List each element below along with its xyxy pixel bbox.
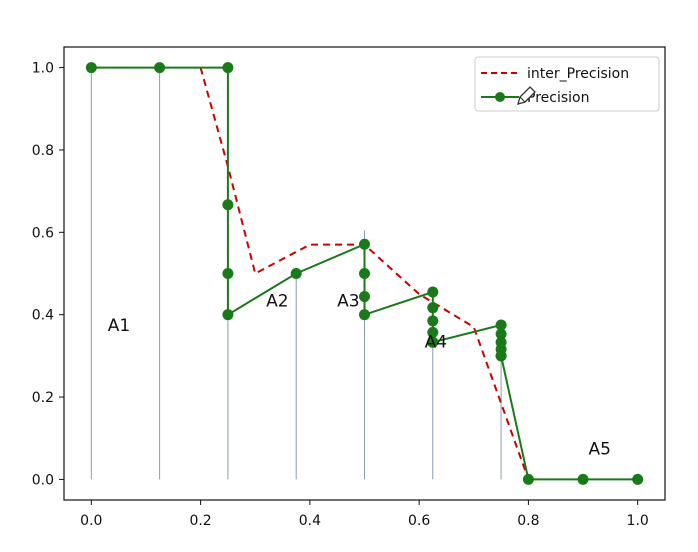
series-inter-precision-line [199,67,530,480]
precision-point-22 [495,350,507,362]
x-tick-label-5: 1.0 [627,513,649,529]
x-tick-label-3: 0.6 [408,513,430,529]
precision-point-18 [495,328,507,340]
precision-point-4 [222,268,234,279]
plot-frame [63,46,666,501]
precision-point-16 [427,336,439,348]
y-tick-label-0: 0.0 [32,472,54,488]
legend-precision-marker [495,92,505,102]
y-tick-label-2: 0.4 [32,308,54,324]
x-tick-label-1: 0.2 [189,513,211,529]
area-label-a4: A4 [425,333,447,353]
precision-point-8 [359,268,370,279]
y-tick-label-4: 0.8 [32,143,54,159]
precision-point-5 [222,309,234,321]
precision-point-23 [522,473,534,485]
precision-point-12 [427,302,439,314]
area-label-a3: A3 [337,291,359,311]
precision-point-3 [222,199,234,211]
y-tick-label-1: 0.2 [32,390,54,406]
precision-point-17 [495,319,507,331]
precision-point-1 [154,62,166,74]
precision-point-25 [632,473,644,485]
precision-point-7 [359,238,370,250]
area-label-a5: A5 [589,440,611,460]
precision-point-24 [577,473,589,485]
precision-point-13 [427,315,439,327]
y-tick-label-3: 0.6 [32,225,54,241]
precision-point-11 [427,286,439,298]
precision-point-10 [359,309,370,321]
precision-point-2 [222,62,234,74]
x-tick-label-0: 0.0 [80,513,102,529]
precision-point-14 [427,326,439,338]
y-tick-label-5: 1.0 [32,61,54,77]
precision-point-0 [85,62,97,74]
area-label-a1: A1 [108,316,130,336]
legend: inter_Precision Precision [474,56,660,112]
area-label-a2: A2 [266,291,288,311]
pen-cursor-icon [517,86,536,105]
precision-point-9 [359,291,370,303]
legend-precision-label: Precision [527,90,589,106]
legend-inter-precision-label: inter_Precision [527,66,629,82]
x-tick-label-2: 0.4 [299,513,321,529]
precision-point-6 [290,268,302,279]
x-tick-label-4: 0.8 [517,513,539,529]
